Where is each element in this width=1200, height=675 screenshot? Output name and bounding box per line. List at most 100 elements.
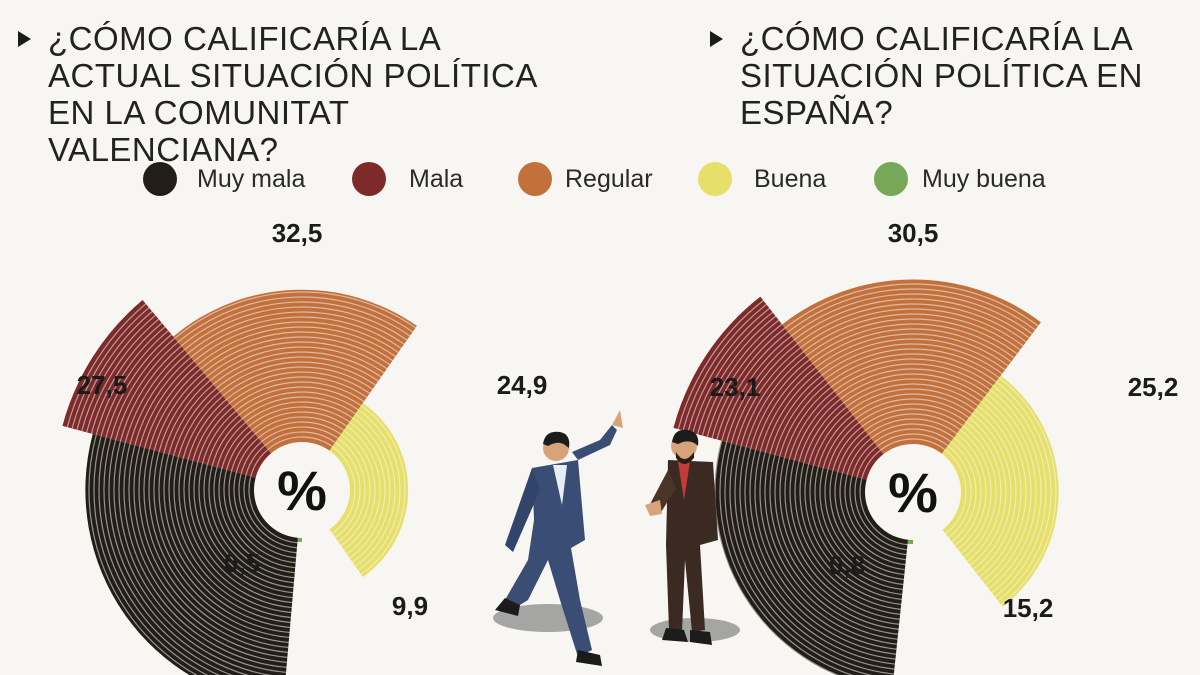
slice-stripe bbox=[153, 451, 290, 639]
slice-shape-regular bbox=[782, 279, 1041, 455]
slice-stripe bbox=[216, 422, 246, 468]
slice-stripe bbox=[113, 441, 273, 675]
slice-stripe bbox=[119, 345, 182, 442]
slice-stripe bbox=[158, 452, 290, 634]
slice-stripe bbox=[706, 323, 783, 438]
slice-stripe bbox=[834, 471, 905, 571]
slice-stripe bbox=[839, 373, 985, 400]
slice-stripe bbox=[245, 445, 266, 476]
slice-stripe bbox=[953, 437, 982, 547]
slice-stripe bbox=[814, 466, 903, 591]
value-label-mala: 32,5 bbox=[272, 218, 323, 248]
slice-stripe bbox=[824, 469, 904, 581]
slice-stripe bbox=[192, 402, 230, 461]
slice-stripe bbox=[787, 288, 1036, 333]
slice-stripe bbox=[809, 465, 903, 596]
slice-shape-mala bbox=[62, 300, 272, 478]
slice-stripe bbox=[71, 307, 150, 429]
slice-stripe bbox=[138, 447, 288, 653]
slice-stripe bbox=[729, 444, 894, 675]
slice-stripe bbox=[188, 460, 293, 604]
slice-stripe bbox=[799, 308, 1024, 349]
slice-stripe bbox=[88, 434, 198, 675]
legend-label: Buena bbox=[754, 165, 827, 193]
slice-stripe bbox=[977, 405, 1022, 578]
slice-stripe bbox=[804, 463, 902, 601]
legend-label: Regular bbox=[565, 165, 653, 193]
slice-stripe bbox=[824, 348, 1000, 380]
slice-stripe bbox=[764, 453, 898, 640]
slice-stripe bbox=[854, 476, 908, 551]
slice-stripe bbox=[235, 386, 362, 412]
slice-stripe bbox=[108, 439, 250, 675]
slice-stripe bbox=[66, 303, 147, 428]
slice-stripe bbox=[182, 395, 224, 459]
slice-stripe bbox=[784, 283, 1039, 329]
legend-swatch bbox=[518, 162, 552, 196]
slice-shape-mala bbox=[673, 296, 884, 480]
slice-stripe bbox=[730, 343, 798, 444]
slice-stripe bbox=[714, 440, 840, 675]
slice-stripe bbox=[148, 450, 289, 644]
slice-stripe bbox=[947, 445, 972, 539]
slice-stripe bbox=[846, 437, 872, 475]
slice-stripe bbox=[245, 401, 353, 424]
slice-stripe bbox=[822, 418, 857, 469]
slice-regular bbox=[782, 279, 1041, 455]
slice-stripe bbox=[334, 441, 361, 539]
slice-stripe bbox=[203, 464, 294, 589]
slice-stripe bbox=[143, 448, 289, 648]
value-label-muy-buena: 0,5 bbox=[224, 548, 260, 578]
slice-stripe bbox=[682, 303, 767, 431]
slice-stripe bbox=[219, 361, 376, 393]
center-hole bbox=[869, 448, 957, 536]
slice-stripe bbox=[93, 436, 209, 675]
chart-title-right: ¿CÓMO CALIFICARÍA LA SITUACIÓN POLÍTICA … bbox=[710, 20, 1160, 131]
slice-stripe bbox=[81, 314, 156, 432]
slice-stripe bbox=[806, 318, 1018, 357]
legend-label: Muy mala bbox=[197, 165, 306, 193]
slice-stripe bbox=[168, 455, 291, 624]
slice-stripe bbox=[697, 315, 777, 435]
slice-stripe bbox=[98, 437, 221, 675]
slice-stripe bbox=[711, 327, 786, 439]
slice-stripe bbox=[819, 467, 904, 586]
slice-stripe bbox=[716, 331, 789, 440]
slice-stripe bbox=[238, 391, 359, 416]
slice-stripe bbox=[208, 465, 294, 584]
slice-stripe bbox=[187, 311, 405, 355]
slice-buena bbox=[941, 375, 1059, 607]
slice-stripe bbox=[735, 347, 801, 445]
slice-stripe bbox=[128, 445, 287, 663]
slice-stripe bbox=[965, 421, 1002, 562]
slice-stripe bbox=[844, 474, 906, 561]
slice-stripe bbox=[995, 381, 1052, 602]
legend-swatch bbox=[143, 162, 177, 196]
slice-stripe bbox=[103, 438, 234, 675]
slice-stripe bbox=[257, 421, 342, 439]
slice-stripe bbox=[250, 448, 269, 477]
slice-stripe bbox=[793, 394, 838, 461]
slice-stripe bbox=[183, 459, 292, 609]
slice-stripe bbox=[114, 341, 179, 441]
slice-stripe bbox=[754, 363, 814, 450]
slice-stripe bbox=[812, 410, 850, 466]
slice-stripe bbox=[228, 376, 368, 404]
percent-symbol: % bbox=[277, 459, 327, 522]
slice-stripe bbox=[360, 405, 406, 575]
slice-stripe bbox=[200, 331, 393, 370]
title-text-right: ¿CÓMO CALIFICARÍA LA SITUACIÓN POLÍTICA … bbox=[740, 20, 1143, 131]
slice-stripe bbox=[956, 433, 987, 550]
slice-stripe bbox=[790, 293, 1033, 337]
slice-stripe bbox=[687, 307, 770, 432]
slice-stripe bbox=[817, 414, 854, 467]
slice-stripe bbox=[803, 402, 844, 463]
slice-stripe bbox=[178, 458, 292, 614]
slice-stripe bbox=[264, 431, 336, 447]
slice-stripe bbox=[261, 426, 339, 443]
slice-stripe bbox=[959, 429, 992, 554]
slice-stripe bbox=[789, 460, 901, 615]
slice-stripe bbox=[744, 448, 896, 660]
slice-stripe bbox=[837, 430, 866, 472]
slice-stripe bbox=[198, 463, 294, 594]
